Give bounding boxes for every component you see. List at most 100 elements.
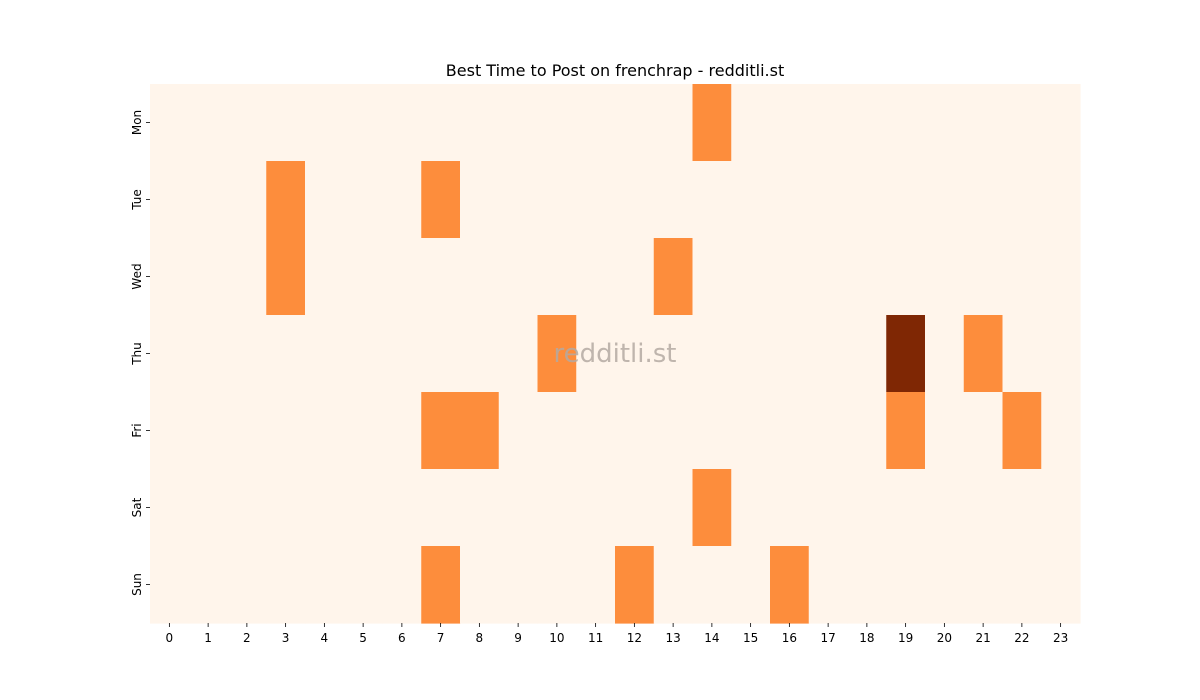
- heatmap-cell-thu-17: [808, 315, 849, 393]
- heatmap-cell-sat-7: [421, 469, 461, 547]
- heatmap-cell-thu-10: [537, 315, 577, 393]
- heatmap-cell-mon-1: [188, 84, 229, 162]
- heatmap-cell-thu-5: [343, 315, 384, 393]
- heatmap-cell-tue-20: [925, 161, 965, 239]
- heatmap-cell-thu-0: [150, 315, 190, 393]
- heatmap-cell-mon-9: [498, 84, 539, 162]
- heatmap-cell-wed-5: [343, 238, 384, 316]
- heatmap-cell-sat-5: [343, 469, 384, 547]
- heatmap-cell-wed-1: [188, 238, 229, 316]
- heatmap-cell-thu-19: [886, 315, 926, 393]
- heatmap-cell-sat-0: [150, 469, 190, 547]
- heatmap-cell-wed-18: [847, 238, 887, 316]
- heatmap-cell-fri-18: [847, 392, 887, 470]
- heatmap-cell-thu-4: [305, 315, 345, 393]
- heatmap-cell-sat-17: [808, 469, 849, 547]
- heatmap-cell-sat-14: [692, 469, 732, 547]
- heatmap-cell-thu-12: [615, 315, 655, 393]
- heatmap-cell-fri-6: [382, 392, 422, 470]
- heatmap-cell-sun-4: [305, 546, 345, 624]
- heatmap-cell-sun-11: [576, 546, 616, 624]
- heatmap-cell-thu-14: [692, 315, 732, 393]
- heatmap-cell-tue-4: [305, 161, 345, 239]
- x-tick-label: 19: [898, 631, 913, 645]
- x-tick-label: 8: [476, 631, 484, 645]
- heatmap-cell-fri-20: [925, 392, 965, 470]
- heatmap-cell-wed-6: [382, 238, 422, 316]
- heatmap-cell-mon-19: [886, 84, 926, 162]
- chart-title: Best Time to Post on frenchrap - redditl…: [446, 61, 784, 80]
- x-tick-label: 22: [1014, 631, 1029, 645]
- heatmap-cell-sun-15: [731, 546, 771, 624]
- heatmap-cell-sat-13: [653, 469, 694, 547]
- x-axis: 0 1 2 3 4 5 6 7 8 9 10 11 12 13 14 15 16 17 18 19 20 21 22 23: [166, 623, 1068, 645]
- heatmap-cell-tue-3: [266, 161, 306, 239]
- heatmap-cell-mon-12: [615, 84, 655, 162]
- heatmap-cell-mon-8: [460, 84, 500, 162]
- heatmap-cell-sun-12: [615, 546, 655, 624]
- heatmap-cell-fri-5: [343, 392, 384, 470]
- heatmap-cell-sun-21: [963, 546, 1004, 624]
- x-tick-label: 6: [398, 631, 406, 645]
- heatmap-cell-fri-2: [227, 392, 267, 470]
- heatmap-cell-sun-16: [770, 546, 810, 624]
- heatmap-cell-tue-14: [692, 161, 732, 239]
- heatmap-cell-sun-9: [498, 546, 539, 624]
- heatmap-cell-sun-8: [460, 546, 500, 624]
- heatmap-cell-tue-15: [731, 161, 771, 239]
- x-tick-label: 5: [359, 631, 367, 645]
- heatmap-cell-fri-0: [150, 392, 190, 470]
- heatmap-cell-sun-10: [537, 546, 577, 624]
- heatmap-cell-sun-19: [886, 546, 926, 624]
- heatmap-cell-mon-22: [1002, 84, 1042, 162]
- x-tick-label: 9: [514, 631, 522, 645]
- y-tick-label: Thu: [130, 342, 144, 366]
- x-tick-label: 18: [859, 631, 874, 645]
- heatmap-cell-sun-7: [421, 546, 461, 624]
- heatmap-cell-sun-14: [692, 546, 732, 624]
- heatmap-cell-tue-12: [615, 161, 655, 239]
- heatmap-cell-thu-11: [576, 315, 616, 393]
- heatmap-cell-thu-18: [847, 315, 887, 393]
- heatmap-cell-thu-20: [925, 315, 965, 393]
- heatmap-cell-fri-1: [188, 392, 229, 470]
- heatmap-cell-wed-4: [305, 238, 345, 316]
- watermark: redditli.st: [554, 339, 677, 369]
- heatmap-cell-tue-2: [227, 161, 267, 239]
- heatmap-cell-sat-1: [188, 469, 229, 547]
- heatmap-cell-tue-9: [498, 161, 539, 239]
- heatmap-cell-mon-20: [925, 84, 965, 162]
- heatmap-cell-mon-4: [305, 84, 345, 162]
- heatmap-cell-wed-11: [576, 238, 616, 316]
- heatmap-cell-wed-20: [925, 238, 965, 316]
- heatmap-cell-fri-23: [1041, 392, 1081, 470]
- heatmap-cell-thu-9: [498, 315, 539, 393]
- heatmap-cell-sun-1: [188, 546, 229, 624]
- heatmap-cell-tue-13: [653, 161, 694, 239]
- heatmap-cell-fri-14: [692, 392, 732, 470]
- heatmap-cell-wed-23: [1041, 238, 1081, 316]
- heatmap-cells: [150, 84, 1081, 624]
- heatmap-cell-fri-15: [731, 392, 771, 470]
- heatmap-cell-wed-3: [266, 238, 306, 316]
- x-tick-label: 12: [627, 631, 642, 645]
- heatmap-cell-thu-1: [188, 315, 229, 393]
- heatmap-cell-wed-0: [150, 238, 190, 316]
- heatmap-cell-mon-10: [537, 84, 577, 162]
- heatmap-cell-sat-18: [847, 469, 887, 547]
- heatmap-cell-wed-22: [1002, 238, 1042, 316]
- heatmap-cell-mon-23: [1041, 84, 1081, 162]
- heatmap-cell-wed-16: [770, 238, 810, 316]
- heatmap-cell-mon-7: [421, 84, 461, 162]
- heatmap-cell-tue-5: [343, 161, 384, 239]
- heatmap-cell-tue-10: [537, 161, 577, 239]
- heatmap-cell-mon-11: [576, 84, 616, 162]
- heatmap-cell-fri-7: [421, 392, 461, 470]
- x-tick-label: 1: [204, 631, 212, 645]
- heatmap-cell-wed-21: [963, 238, 1004, 316]
- heatmap-cell-tue-22: [1002, 161, 1042, 239]
- x-tick-label: 11: [588, 631, 603, 645]
- heatmap-cell-mon-5: [343, 84, 384, 162]
- y-tick-label: Mon: [130, 110, 144, 135]
- x-tick-label: 4: [321, 631, 329, 645]
